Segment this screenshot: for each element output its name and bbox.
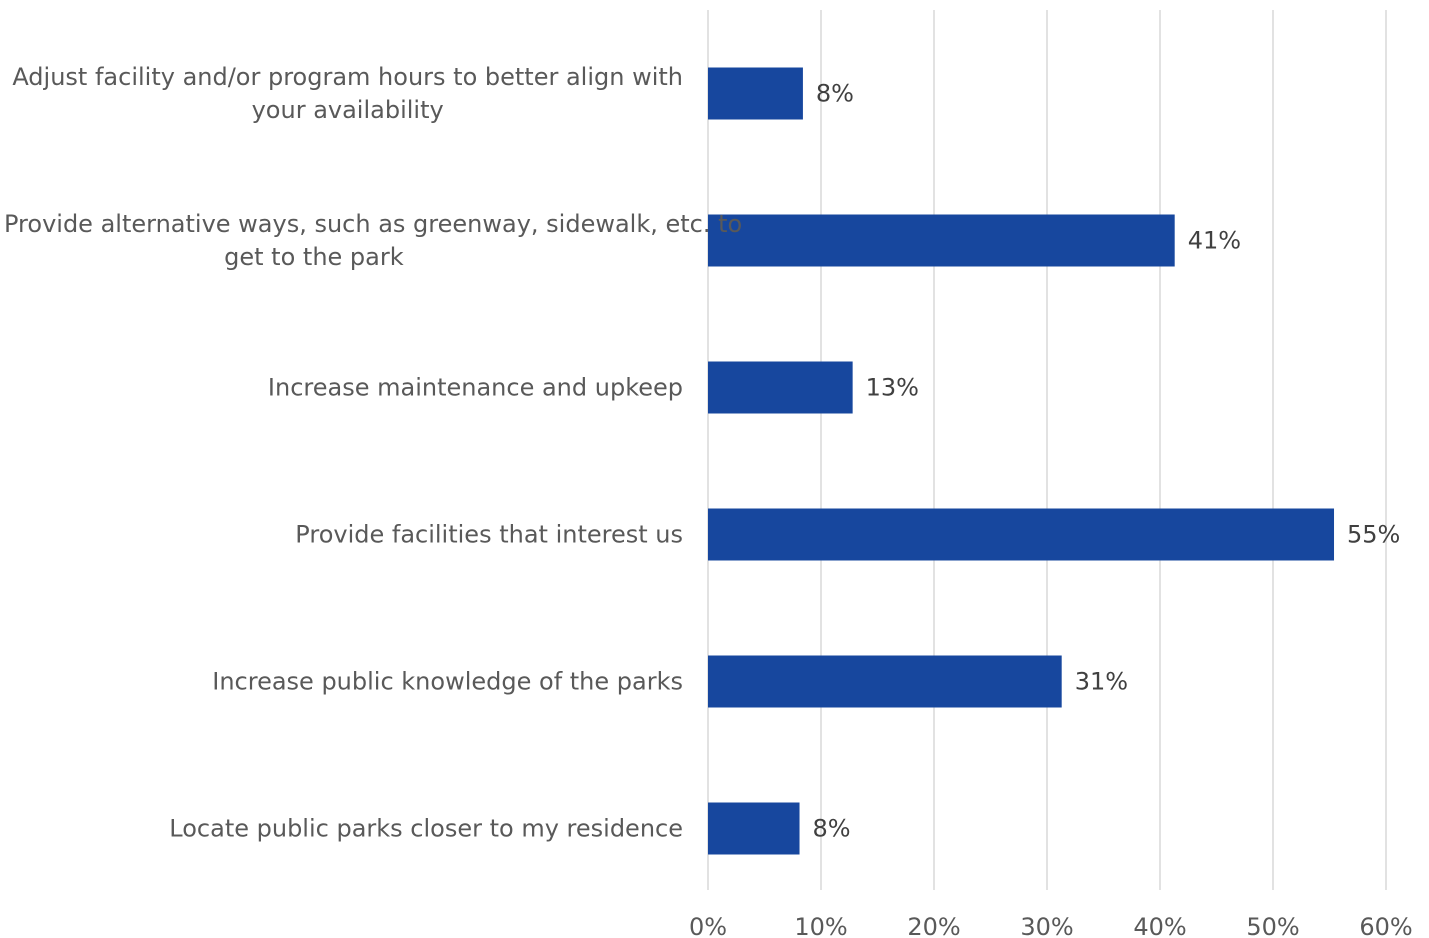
bars [708, 67, 1335, 855]
category-label: your availability [252, 96, 444, 124]
x-tick-label: 40% [1133, 913, 1186, 938]
bar [708, 655, 1062, 708]
data-label: 13% [866, 374, 919, 402]
bar [708, 214, 1175, 267]
data-label: 8% [816, 80, 854, 108]
bar [708, 361, 853, 414]
x-tick-label: 50% [1246, 913, 1299, 938]
x-axis-ticks: 0% 10% 20% 30% 40% 50% 60% [689, 913, 1413, 938]
data-label: 31% [1075, 668, 1128, 696]
x-tick-label: 10% [794, 913, 847, 938]
category-label: get to the park [224, 243, 404, 271]
category-label: Adjust facility and/or program hours to … [12, 63, 683, 91]
bar [708, 802, 800, 855]
data-label: 8% [813, 815, 851, 843]
bar [708, 508, 1335, 561]
category-label: Increase public knowledge of the parks [212, 668, 683, 696]
data-labels: 8% 41% 13% 55% 31% 8% [813, 80, 1401, 843]
category-label: Locate public parks closer to my residen… [169, 815, 683, 843]
data-label: 41% [1188, 227, 1241, 255]
bar [708, 67, 803, 120]
x-tick-label: 0% [689, 913, 727, 938]
category-label: Increase maintenance and upkeep [268, 374, 683, 402]
category-label: Provide facilities that interest us [295, 521, 683, 549]
x-tick-label: 20% [907, 913, 960, 938]
category-label: Provide alternative ways, such as greenw… [4, 210, 742, 238]
x-tick-label: 60% [1359, 913, 1412, 938]
data-label: 55% [1347, 521, 1400, 549]
gridlines [707, 10, 1387, 890]
x-tick-label: 30% [1020, 913, 1073, 938]
category-labels: Adjust facility and/or program hours to … [4, 63, 742, 843]
